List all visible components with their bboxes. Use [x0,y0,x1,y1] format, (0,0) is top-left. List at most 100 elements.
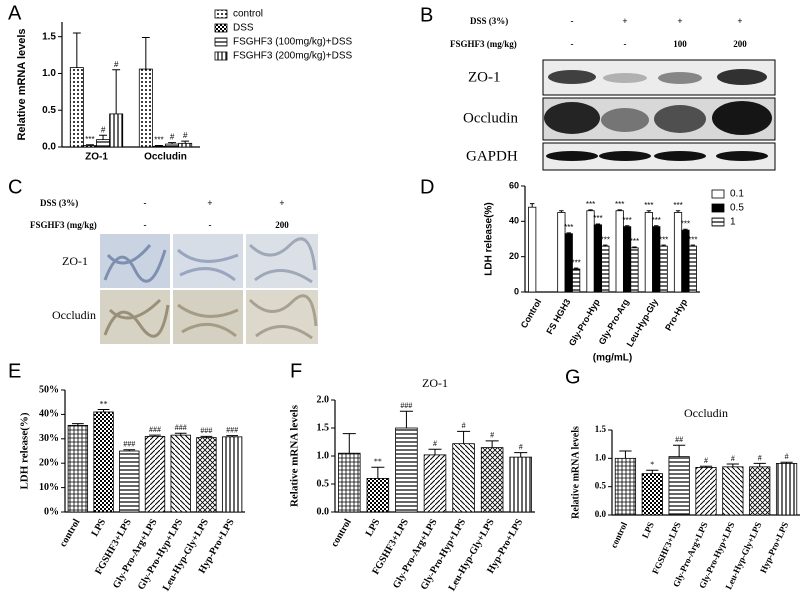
row-label: FSGHF3 (mg/kg) [450,39,517,49]
tissue [176,248,239,282]
y-tick-label: 2.0 [317,394,330,405]
bar [338,452,361,513]
error-bar [86,144,94,146]
significance-label: ** [374,457,382,466]
significance-label: ### [175,423,187,432]
band [544,102,600,134]
bar [138,68,153,148]
error-bar [97,409,110,412]
band [546,151,598,161]
error-bar [428,448,442,455]
bar [659,245,668,293]
y-tick-label: 20 [509,251,519,261]
significance-label: ### [226,425,238,434]
row-mark: + [737,16,742,26]
error-bar [457,430,471,444]
error-bar [399,410,413,428]
legend-swatch [214,51,228,61]
bar [96,139,111,148]
error-bar [181,140,190,144]
bar [144,435,166,513]
bar [722,466,744,516]
significance-label: *** [688,235,697,244]
y-axis-label: LDH release(%) [19,412,31,489]
bar [452,443,475,513]
band [601,108,649,132]
error-bar [646,210,652,213]
error-bar [529,203,535,208]
error-bar [566,232,571,234]
error-bar [71,423,84,426]
row-mark: - [624,39,627,49]
y-tick-label: 1.0 [595,452,607,462]
significance-label: ### [123,440,135,449]
bar [196,437,217,513]
row-mark: + [207,198,212,208]
panel-letter: G [565,366,581,388]
x-tick-label: control [329,517,354,549]
significance-label: *** [630,237,639,246]
band [712,101,772,135]
bar [509,456,532,513]
band [548,70,596,84]
row-mark: - [571,39,574,49]
y-axis-label: Relative mRNA levels [16,28,28,140]
chart-title: Occludin [684,406,728,420]
x-tick-label: Control [519,297,544,330]
error-bar [654,225,659,227]
bar [119,450,140,513]
y-tick-label: 30% [39,433,59,444]
band [654,151,706,161]
bar [67,424,89,513]
x-tick-label: Pro-Hyp [663,297,689,333]
x-tick-label: Leu-Hyp-Gly [625,297,660,348]
bar [423,454,447,513]
bar [93,411,114,513]
y-tick-label: 0 [514,286,519,296]
significance-label: *** [601,235,610,244]
y-tick-label: 40% [39,409,59,420]
error-bar [673,444,686,457]
error-bar [683,228,688,231]
error-bar [149,434,161,437]
micrograph [100,234,170,288]
band-label: GAPDH [466,148,518,164]
significance-label: *** [681,219,690,228]
error-bar [726,463,739,467]
stain-label: ZO-1 [62,254,88,268]
error-bar [174,432,187,436]
legend-swatch [214,9,228,19]
y-tick-label: 0.5 [595,481,607,491]
panel-letter: A [8,2,22,24]
histology: DSS (3%) - + + FSGHF3 (mg/kg) - - 200 ZO… [30,198,318,344]
panel-letter: D [420,176,434,198]
legend-label: FSGHF3 (200mg/kg)+DSS [233,51,353,62]
panel-letter: C [8,176,22,198]
significance-label: *** [673,201,682,210]
error-bar [155,145,163,147]
y-tick-label: 20% [39,457,59,468]
error-bar [699,465,713,468]
significance-label: # [183,131,188,140]
legend-swatch [711,203,725,213]
bar [614,457,637,516]
y-tick-label: 1.5 [595,424,607,434]
y-tick-label: 60 [509,180,519,190]
y-tick-label: 1.5 [42,31,56,42]
significance-label: *** [615,200,624,209]
y-tick-label: 40 [509,216,519,226]
y-axis-label: LDH release(%) [484,202,495,275]
panel-letter: F [290,360,302,382]
y-tick-label: 0.5 [42,105,56,116]
significance-label: *** [586,200,595,209]
bar [572,268,581,293]
significance-label: ### [149,425,161,434]
row-mark: 200 [275,220,289,230]
legend-swatch [711,217,725,227]
significance-label: # [490,431,494,440]
significance-label: *** [154,136,163,145]
y-tick-label: 50% [39,384,59,395]
significance-label: *** [644,201,653,210]
legend-label: 1 [730,217,736,228]
